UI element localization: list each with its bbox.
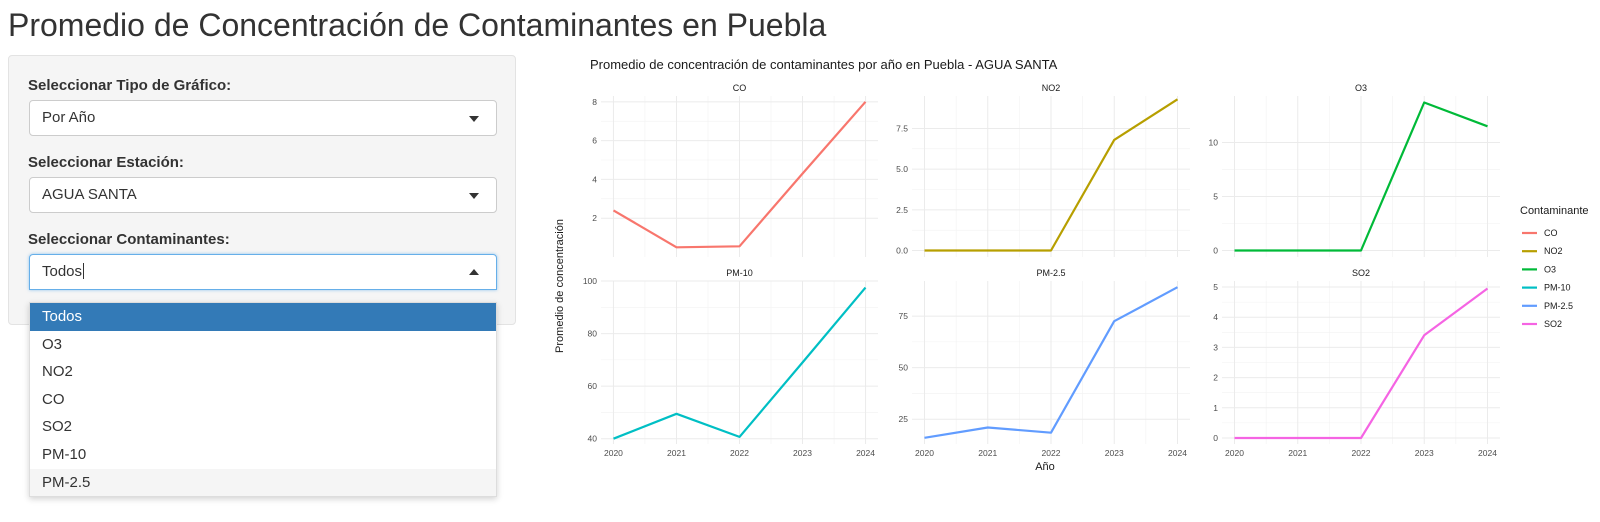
x-tick-label: 2021	[1288, 448, 1307, 458]
y-tick-label: 7.5	[896, 124, 908, 134]
pollutants-select[interactable]: Todos	[29, 254, 497, 290]
x-tick-label: 2021	[978, 448, 997, 458]
y-tick-label: 75	[899, 311, 909, 321]
dropdown-option[interactable]: O3	[42, 335, 63, 353]
chart-type-value: Por Año	[42, 109, 96, 126]
dropdown-option[interactable]: NO2	[42, 363, 73, 381]
y-tick-label: 5	[1213, 282, 1218, 292]
chart-title: Promedio de concentración de contaminant…	[590, 57, 1058, 72]
y-tick-label: 4	[592, 174, 597, 184]
y-tick-label: 2	[592, 213, 597, 223]
y-tick-label: 50	[899, 363, 909, 373]
y-tick-label: 2	[1213, 373, 1218, 383]
panel-strip-label: PM-2.5	[1036, 268, 1065, 278]
chevron-down-icon	[469, 116, 479, 122]
y-tick-label: 25	[899, 414, 909, 424]
pollutants-label: Seleccionar Contaminantes:	[28, 231, 230, 248]
x-tick-label: 2020	[604, 448, 623, 458]
x-tick-label: 2023	[1105, 448, 1124, 458]
station-label: Seleccionar Estación:	[28, 154, 184, 171]
y-tick-label: 100	[583, 276, 597, 286]
series-line-pm-2.5	[924, 286, 1179, 439]
legend-item-label: NO2	[1544, 246, 1563, 256]
chevron-up-icon	[469, 269, 479, 275]
chevron-down-icon	[469, 193, 479, 199]
x-tick-label: 2022	[730, 448, 749, 458]
x-tick-label: 2020	[915, 448, 934, 458]
pollutants-value: Todos	[42, 263, 83, 280]
y-tick-label: 1	[1213, 403, 1218, 413]
y-tick-label: 0.0	[896, 245, 908, 255]
y-tick-label: 6	[592, 136, 597, 146]
panel-strip-label: CO	[733, 83, 747, 93]
y-tick-label: 8	[592, 97, 597, 107]
legend-item-label: CO	[1544, 228, 1558, 238]
dropdown-option[interactable]: CO	[42, 390, 65, 408]
y-tick-label: 60	[588, 381, 598, 391]
x-tick-label: 2020	[1225, 448, 1244, 458]
dropdown-option[interactable]: PM-2.5	[30, 468, 496, 497]
dropdown-option[interactable]: PM-10	[42, 445, 87, 463]
panel-strip-label: PM-10	[726, 268, 753, 278]
legend-title: Contaminante	[1520, 205, 1589, 217]
x-tick-label: 2021	[667, 448, 686, 458]
y-axis-label: Promedio de concentración	[554, 219, 566, 353]
panel-strip-label: SO2	[1352, 268, 1370, 278]
pollutants-dropdown-menu: Todos O3 NO2 CO SO2 PM-10 PM-2.5	[29, 302, 497, 498]
y-tick-label: 4	[1213, 312, 1218, 322]
chart-type-label: Seleccionar Tipo de Gráfico:	[28, 77, 232, 94]
x-tick-label: 2022	[1352, 448, 1371, 458]
station-value: AGUA SANTA	[42, 186, 137, 203]
x-tick-label: 2024	[1168, 448, 1187, 458]
y-tick-label: 0	[1213, 433, 1218, 443]
x-tick-label: 2022	[1042, 448, 1061, 458]
y-tick-label: 0	[1213, 246, 1218, 256]
x-tick-label: 2023	[793, 448, 812, 458]
text-cursor	[83, 263, 85, 279]
y-tick-label: 2.5	[896, 205, 908, 215]
series-line-so2	[1234, 287, 1489, 440]
y-tick-label: 5	[1213, 191, 1218, 201]
y-tick-label: 3	[1213, 342, 1218, 352]
series-line-o3	[1234, 101, 1488, 252]
y-tick-label: 10	[1209, 137, 1219, 147]
legend-item-label: PM-2.5	[1544, 301, 1573, 311]
chart-type-select[interactable]: Por Año	[29, 100, 497, 136]
y-tick-label: 40	[588, 434, 598, 444]
x-tick-label: 2024	[856, 448, 875, 458]
y-tick-label: 5.0	[896, 164, 908, 174]
dropdown-option[interactable]: SO2	[42, 418, 73, 436]
x-tick-label: 2023	[1415, 448, 1434, 458]
panel-strip-label: NO2	[1042, 83, 1061, 93]
y-tick-label: 80	[588, 329, 598, 339]
panel-strip-label: O3	[1355, 83, 1367, 93]
station-select[interactable]: AGUA SANTA	[29, 177, 497, 213]
page-title: Promedio de Concentración de Contaminant…	[8, 7, 827, 43]
pollutants-search-input[interactable]: Todos	[42, 263, 85, 280]
legend-item-label: PM-10	[1544, 283, 1571, 293]
series-line-co	[612, 101, 867, 249]
legend-item-label: SO2	[1544, 319, 1562, 329]
legend-item-label: O3	[1544, 264, 1556, 274]
x-tick-label: 2024	[1478, 448, 1497, 458]
dropdown-option[interactable]: Todos	[30, 303, 496, 331]
x-axis-label: Año	[1035, 461, 1055, 473]
